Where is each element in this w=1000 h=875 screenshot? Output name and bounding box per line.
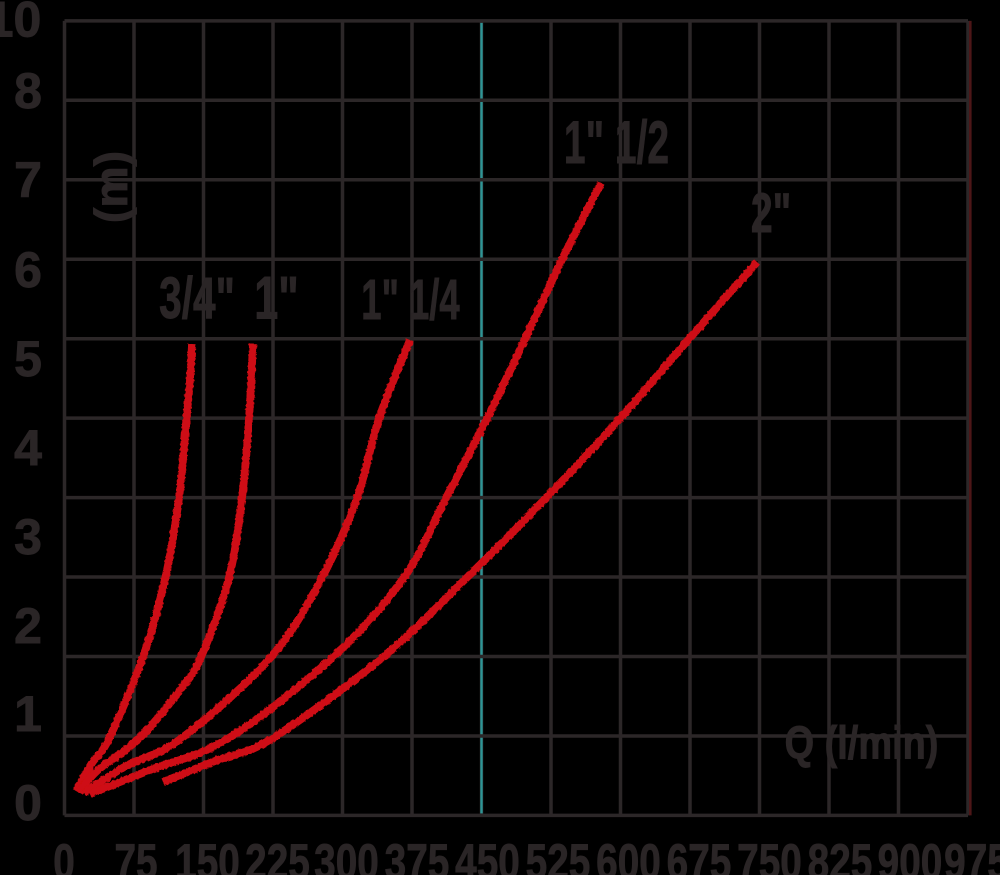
svg-text:8: 8: [14, 63, 42, 119]
svg-text:7: 7: [14, 152, 42, 208]
svg-text:900: 900: [878, 835, 943, 875]
svg-text:3: 3: [14, 509, 42, 565]
svg-text:1: 1: [14, 686, 42, 742]
svg-text:75: 75: [114, 835, 157, 875]
svg-text:0: 0: [14, 775, 42, 831]
svg-text:600: 600: [596, 835, 661, 875]
svg-text:975: 975: [944, 835, 1000, 875]
svg-text:825: 825: [808, 835, 873, 875]
svg-text:3/4": 3/4": [159, 266, 235, 331]
svg-text:Q (l/min): Q (l/min): [785, 717, 939, 768]
svg-text:525: 525: [526, 835, 591, 875]
svg-text:2": 2": [751, 182, 791, 245]
svg-text:0: 0: [53, 835, 75, 875]
svg-text:1": 1": [254, 266, 299, 333]
svg-text:(m): (m): [85, 151, 137, 223]
svg-text:375: 375: [385, 835, 450, 875]
svg-text:4: 4: [14, 420, 42, 476]
svg-text:1" 1/4: 1" 1/4: [361, 269, 460, 332]
svg-text:450: 450: [455, 835, 520, 875]
svg-text:10: 10: [0, 0, 41, 47]
svg-text:225: 225: [245, 835, 310, 875]
svg-text:675: 675: [667, 835, 732, 875]
svg-text:5: 5: [14, 331, 42, 387]
svg-text:1" 1/2: 1" 1/2: [564, 108, 669, 176]
svg-text:150: 150: [175, 835, 240, 875]
svg-text:6: 6: [14, 242, 42, 298]
svg-text:2: 2: [14, 598, 42, 654]
svg-text:750: 750: [737, 835, 802, 875]
svg-text:300: 300: [314, 835, 379, 875]
